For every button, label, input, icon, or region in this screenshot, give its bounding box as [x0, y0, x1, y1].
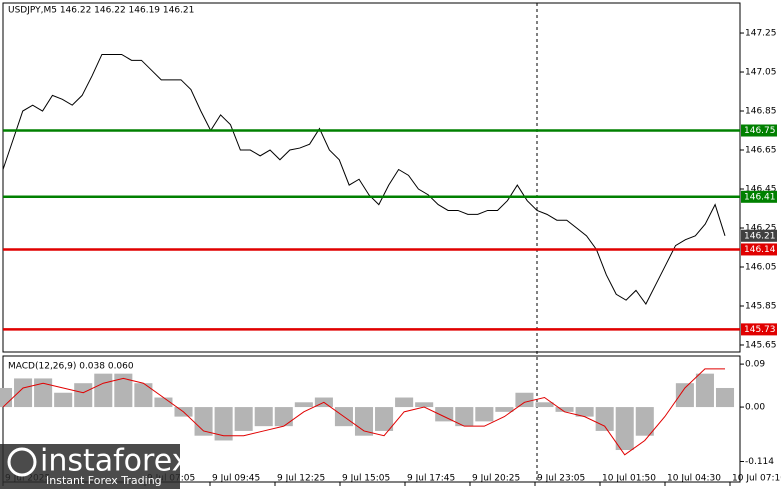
watermark-tagline: Instant Forex Trading: [46, 474, 162, 487]
macd-bar: [134, 383, 153, 408]
y-tick-label: 147.05: [745, 68, 777, 78]
macd-bar: [0, 387, 13, 408]
y-tick-label: 146.05: [745, 262, 777, 272]
macd-bar: [294, 402, 313, 408]
macd-bar: [194, 407, 213, 436]
macd-bar: [254, 407, 273, 427]
macd-bar: [415, 402, 434, 408]
macd-bar: [34, 378, 53, 408]
macd-bar: [435, 407, 454, 422]
macd-bar: [274, 407, 293, 427]
macd-bar: [94, 373, 113, 408]
macd-bar: [14, 378, 33, 408]
level-label: 146.14: [744, 245, 776, 255]
price-line: [2, 53, 726, 305]
macd-bar: [535, 402, 554, 408]
macd-bar: [715, 387, 735, 408]
macd-bar: [154, 397, 173, 408]
current-price-label: 146.21: [744, 231, 776, 241]
y-tick-label: 146.65: [745, 146, 777, 156]
macd-bar: [354, 407, 374, 436]
macd-bar: [375, 407, 394, 431]
macd-bar: [114, 373, 133, 408]
macd-bar: [635, 407, 654, 436]
plot-layer: 147.25147.05146.85146.65146.45146.25146.…: [0, 29, 781, 486]
x-tick-label: 9 Jul 17:45: [407, 474, 455, 484]
x-tick-label: 9 Jul 09:45: [212, 474, 260, 484]
macd-bar: [495, 407, 514, 412]
macd-bar: [395, 397, 414, 408]
y-tick-label: 145.85: [745, 301, 777, 311]
y-tick-label: 147.25: [745, 29, 777, 39]
level-label-bg: [741, 190, 777, 203]
macd-bar: [234, 407, 253, 431]
macd-bar: [555, 407, 574, 412]
level-label: 146.41: [744, 192, 776, 202]
x-tick-label: 10 Jul 04:30: [667, 474, 721, 484]
macd-bar: [595, 407, 614, 431]
level-label: 146.75: [744, 126, 776, 136]
macd-bar: [575, 407, 594, 417]
x-tick-label: 9 Jul 23:05: [537, 474, 585, 484]
x-tick-label: 9 Jul 12:25: [277, 474, 325, 484]
chart-title: USDJPY,M5 146.22 146.22 146.19 146.21: [8, 6, 194, 16]
macd-bar: [515, 392, 534, 408]
watermark: instaforex Instant Forex Trading: [0, 444, 189, 489]
y-tick-label: 145.65: [745, 340, 777, 350]
macd-bar: [695, 373, 714, 408]
macd-bar: [54, 392, 73, 408]
macd-pane: [2, 355, 741, 483]
y-tick-label: 146.45: [745, 185, 777, 195]
x-tick-label: 9 Jul 15:05: [342, 474, 390, 484]
watermark-name: instaforex: [40, 444, 189, 479]
x-tick-label: 9 Jul 20:25: [472, 474, 520, 484]
price-pane: [2, 2, 741, 353]
macd-bar: [475, 407, 494, 422]
macd-bar: [74, 383, 93, 408]
y-tick-label: 146.25: [745, 223, 777, 233]
x-tick-label: 10 Jul 01:50: [602, 474, 656, 484]
macd-bar: [455, 407, 474, 427]
signal-line: [2, 368, 725, 456]
y-tick-label: 0.00: [745, 403, 765, 413]
y-tick-label: -0.114: [745, 457, 774, 467]
watermark-logo: [7, 447, 37, 477]
macd-bar: [675, 383, 694, 408]
level-label-bg: [741, 124, 777, 137]
y-tick-label: 146.85: [745, 107, 777, 117]
macd-bar: [615, 407, 634, 451]
level-label-bg: [741, 243, 777, 256]
macd-title: MACD(12,26,9) 0.038 0.060: [8, 362, 134, 372]
x-tick-label: 10 Jul 07:10: [732, 474, 781, 484]
level-label: 145.73: [744, 325, 776, 335]
y-tick-label: 0.09: [745, 360, 765, 370]
current-price-bg: [741, 229, 777, 242]
level-label-bg: [741, 323, 777, 336]
macd-bar: [214, 407, 233, 441]
